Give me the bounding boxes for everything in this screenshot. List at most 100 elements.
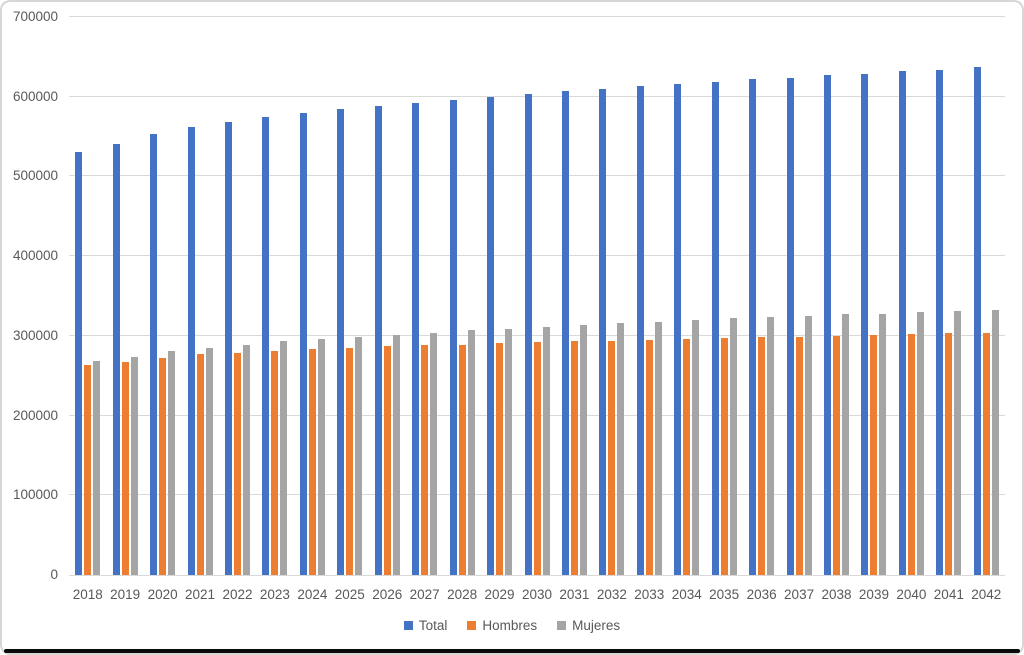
bar-mujeres-2025 [355, 336, 363, 575]
bar-hombres-2028 [458, 344, 466, 575]
bar-group-2038 [824, 17, 850, 575]
bar-group-2020 [150, 17, 176, 575]
gridline-700000 [69, 16, 1005, 17]
bar-total-2025 [337, 109, 345, 575]
x-tick-label-2031: 2031 [559, 587, 590, 602]
bar-mujeres-2027 [430, 332, 438, 575]
bar-hombres-2031 [570, 341, 578, 575]
bar-hombres-2026 [383, 346, 391, 575]
bar-total-2034 [674, 83, 682, 575]
bar-mujeres-2021 [205, 347, 213, 575]
legend-swatch-icon [557, 621, 567, 630]
bar-mujeres-2037 [804, 315, 812, 575]
bar-group-2024 [299, 17, 325, 575]
x-tick-label-2022: 2022 [222, 587, 253, 602]
bar-mujeres-2034 [692, 319, 700, 575]
bar-total-2031 [561, 91, 569, 575]
bar-group-2021 [187, 17, 213, 575]
bar-group-2042 [973, 17, 999, 575]
x-tick-label-2037: 2037 [784, 587, 815, 602]
x-tick-label-2039: 2039 [858, 587, 889, 602]
bar-total-2024 [299, 113, 307, 575]
gridline-300000 [69, 334, 1005, 336]
bar-mujeres-2038 [842, 314, 850, 575]
bar-mujeres-2033 [654, 321, 662, 575]
bar-hombres-2024 [308, 349, 316, 575]
bar-group-2031 [561, 17, 587, 575]
y-tick-label: 0 [50, 567, 58, 582]
bar-hombres-2023 [271, 351, 279, 575]
bar-mujeres-2042 [991, 309, 999, 575]
x-tick-label-2023: 2023 [259, 587, 290, 602]
bar-total-2038 [824, 75, 832, 575]
bar-total-2027 [412, 103, 420, 575]
bar-total-2028 [449, 99, 457, 575]
bar-hombres-2042 [982, 332, 990, 575]
x-tick-label-2034: 2034 [671, 587, 702, 602]
bar-group-2022 [224, 17, 250, 575]
gridline-0 [69, 575, 1005, 576]
legend-label: Hombres [482, 618, 538, 633]
bar-mujeres-2040 [916, 311, 924, 575]
y-tick-label: 500000 [12, 168, 58, 184]
x-tick-label-2035: 2035 [709, 587, 740, 602]
bar-total-2019 [112, 143, 120, 575]
bar-mujeres-2036 [767, 316, 775, 575]
bar-mujeres-2035 [729, 318, 737, 575]
bar-group-2026 [374, 17, 400, 575]
x-tick-label-2019: 2019 [110, 587, 141, 602]
legend-label: Total [418, 618, 448, 633]
bar-hombres-2019 [121, 362, 129, 575]
bar-hombres-2018 [84, 365, 92, 575]
bar-mujeres-2030 [542, 327, 550, 575]
x-tick-label-2040: 2040 [896, 587, 927, 602]
bar-hombres-2038 [833, 335, 841, 575]
bar-total-2041 [936, 69, 944, 575]
bar-group-2039 [861, 17, 887, 575]
x-tick-label-2018: 2018 [72, 587, 103, 602]
gridline-600000 [69, 95, 1005, 97]
x-tick-label-2025: 2025 [334, 587, 365, 602]
bar-mujeres-2041 [954, 311, 962, 575]
bar-total-2023 [262, 117, 270, 575]
legend-swatch-icon [403, 621, 413, 630]
bar-mujeres-2019 [130, 356, 138, 575]
x-tick-label-2026: 2026 [372, 587, 403, 602]
bar-mujeres-2032 [617, 323, 625, 575]
x-tick-label-2038: 2038 [821, 587, 852, 602]
bar-hombres-2032 [608, 340, 616, 575]
bar-group-2032 [599, 17, 625, 575]
bar-mujeres-2031 [579, 324, 587, 575]
x-tick-label-2021: 2021 [185, 587, 216, 602]
window-bottom-edge [4, 649, 1020, 653]
x-tick-label-2020: 2020 [147, 587, 178, 602]
bar-group-2033 [636, 17, 662, 575]
bar-total-2021 [187, 127, 195, 575]
bar-hombres-2021 [196, 354, 204, 575]
legend-item-total: Total [403, 618, 448, 633]
bar-total-2033 [636, 86, 644, 575]
y-tick-label: 100000 [12, 487, 58, 503]
plot-area [69, 16, 1005, 576]
bar-hombres-2036 [758, 337, 766, 575]
bar-total-2040 [898, 71, 906, 575]
bar-group-2019 [112, 17, 138, 575]
bar-hombres-2020 [159, 358, 167, 575]
bar-hombres-2030 [533, 342, 541, 575]
bar-mujeres-2028 [467, 330, 475, 575]
bar-total-2030 [524, 94, 532, 575]
bar-hombres-2037 [795, 336, 803, 575]
x-tick-label-2024: 2024 [297, 587, 328, 602]
bar-total-2032 [599, 88, 607, 575]
x-tick-label-2041: 2041 [933, 587, 964, 602]
legend-label: Mujeres [572, 618, 621, 633]
y-tick-label: 600000 [12, 88, 58, 104]
bar-total-2026 [374, 106, 382, 575]
y-tick-label: 700000 [12, 9, 58, 24]
bar-group-2018 [75, 17, 101, 575]
x-tick-label-2027: 2027 [409, 587, 440, 602]
bar-mujeres-2029 [505, 328, 513, 575]
bar-group-2036 [749, 17, 775, 575]
x-tick-label-2036: 2036 [746, 587, 777, 602]
